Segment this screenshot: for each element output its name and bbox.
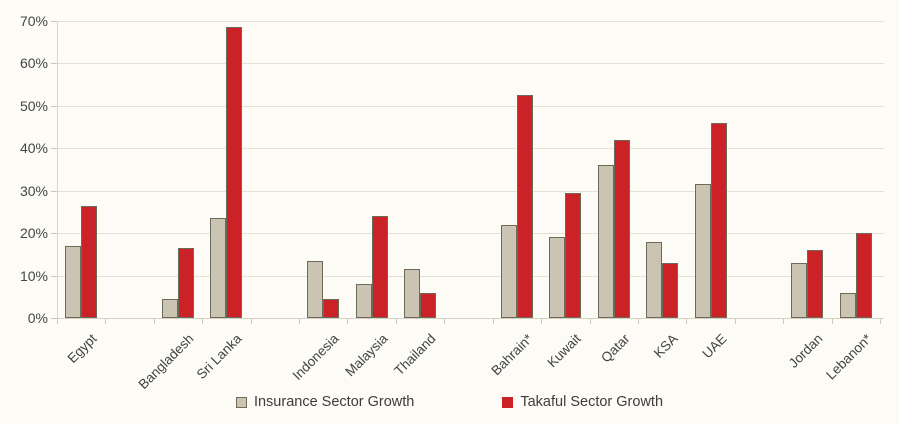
x-tick xyxy=(153,319,155,324)
legend-item-takaful: Takaful Sector Growth xyxy=(502,394,663,410)
y-axis-label: 30% xyxy=(19,182,48,199)
bar-insurance-ksa xyxy=(646,241,663,318)
x-tick xyxy=(686,319,688,324)
gridline xyxy=(57,105,884,107)
legend-item-insurance: Insurance Sector Growth xyxy=(235,394,415,410)
bar-insurance-qatar xyxy=(597,165,614,318)
x-tick xyxy=(347,319,349,324)
bar-takaful-srilanka xyxy=(226,27,243,318)
x-axis-label: Egypt xyxy=(64,331,100,367)
x-tick xyxy=(783,319,785,324)
bar-takaful-egypt xyxy=(81,205,98,318)
x-tick xyxy=(395,319,397,324)
y-tick xyxy=(51,105,57,107)
x-tick xyxy=(444,319,446,324)
x-tick xyxy=(589,319,591,324)
bar-takaful-lebanon xyxy=(855,233,872,318)
legend-marker-takaful xyxy=(502,396,514,408)
x-tick xyxy=(492,319,494,324)
gridline xyxy=(57,148,884,150)
bar-takaful-ksa xyxy=(662,262,679,318)
y-tick xyxy=(51,190,57,192)
x-tick xyxy=(831,319,833,324)
gridline xyxy=(57,233,884,235)
gridline xyxy=(57,275,884,277)
bar-insurance-srilanka xyxy=(210,218,227,318)
y-axis-line xyxy=(57,21,58,318)
y-tick xyxy=(51,318,57,319)
x-tick xyxy=(105,319,107,324)
legend-label-takaful: Takaful Sector Growth xyxy=(520,394,664,410)
y-axis-label: 60% xyxy=(19,55,48,72)
bar-takaful-bahrain xyxy=(516,95,533,318)
bar-insurance-thailand xyxy=(404,269,421,318)
gridline xyxy=(57,318,884,319)
bar-takaful-thailand xyxy=(420,292,437,318)
x-tick xyxy=(541,319,543,324)
legend: Insurance Sector Growth Takaful Sector G… xyxy=(0,394,899,410)
x-axis-label: Bahrain* xyxy=(488,331,536,379)
y-tick xyxy=(51,275,57,277)
bar-takaful-kuwait xyxy=(565,192,582,318)
bar-insurance-lebanon xyxy=(839,292,856,318)
bar-insurance-bahrain xyxy=(500,224,517,318)
y-axis-label: 40% xyxy=(19,140,48,157)
bar-takaful-uae xyxy=(710,122,727,318)
x-tick xyxy=(299,319,301,324)
y-tick xyxy=(51,148,57,150)
legend-marker-insurance xyxy=(235,396,247,408)
bar-takaful-indonesia xyxy=(323,298,340,318)
x-tick xyxy=(637,319,639,324)
y-axis-label: 10% xyxy=(19,267,48,284)
bar-takaful-qatar xyxy=(613,139,630,318)
x-axis-label: Indonesia xyxy=(289,331,342,384)
x-tick xyxy=(250,319,252,324)
y-tick xyxy=(51,21,57,22)
x-tick xyxy=(202,319,204,324)
x-tick xyxy=(880,319,881,324)
legend-label-insurance: Insurance Sector Growth xyxy=(253,394,415,410)
x-axis-label: Jordan xyxy=(786,331,826,371)
x-tick xyxy=(57,319,58,324)
bar-insurance-uae xyxy=(694,184,711,318)
y-axis-label: 20% xyxy=(19,225,48,242)
bar-insurance-bangladesh xyxy=(162,298,179,318)
bar-takaful-bangladesh xyxy=(178,247,195,318)
bar-insurance-kuwait xyxy=(549,237,566,318)
bar-insurance-malaysia xyxy=(355,284,372,318)
y-tick xyxy=(51,233,57,235)
gridline xyxy=(57,190,884,192)
bar-takaful-jordan xyxy=(807,250,824,318)
y-axis-label: 70% xyxy=(19,13,48,29)
gridline xyxy=(57,21,884,22)
bar-insurance-indonesia xyxy=(307,260,324,318)
x-tick xyxy=(734,319,736,324)
y-axis-label: 50% xyxy=(19,97,48,114)
y-tick xyxy=(51,63,57,65)
y-axis-label: 0% xyxy=(27,310,48,326)
bar-insurance-jordan xyxy=(791,262,808,318)
bar-insurance-egypt xyxy=(65,245,82,318)
x-axis-label: Bangladesh xyxy=(135,331,197,393)
bar-takaful-malaysia xyxy=(371,216,388,318)
gridline xyxy=(57,63,884,65)
